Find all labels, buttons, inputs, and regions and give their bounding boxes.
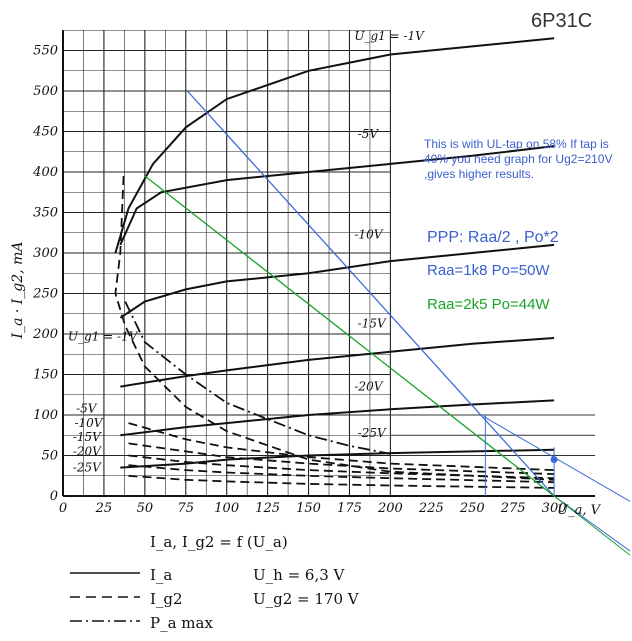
screen-curve <box>128 464 555 484</box>
plate-curve-label: -20V <box>354 380 383 394</box>
screen-curve <box>128 454 555 480</box>
y-tick-label: 150 <box>33 368 58 383</box>
screen-curve <box>128 474 555 489</box>
x-tick-label: 75 <box>178 501 195 516</box>
y-tick-label: 350 <box>33 206 58 221</box>
y-tick-label: 550 <box>33 44 58 59</box>
y-tick-label: 300 <box>33 246 58 261</box>
x-tick-label: 125 <box>255 501 280 516</box>
plate-curve-label: -25V <box>358 426 387 440</box>
screen-curve-label: -5V <box>76 402 98 416</box>
screen-curve-label: U_g1 = -1V <box>68 329 139 343</box>
y-tick-label: 500 <box>33 84 58 99</box>
legend-pamax-label: P_a max <box>150 614 213 632</box>
pa-max-curve <box>124 301 391 455</box>
screen-curve-label: -20V <box>73 445 102 459</box>
plate-curve <box>120 337 555 388</box>
y-tick-label: 450 <box>32 125 58 140</box>
y-tick-label: 50 <box>41 449 58 464</box>
y-tick-label: 100 <box>33 408 58 423</box>
x-tick-label: 25 <box>95 501 113 516</box>
y-tick-label: 0 <box>50 489 58 504</box>
curve-layer <box>114 37 555 489</box>
operating-point <box>550 456 558 464</box>
x-tick-label: 0 <box>59 501 67 516</box>
load-2k5-label: Raa=2k5 Po=44W <box>427 296 550 313</box>
legend-swatches <box>70 572 140 622</box>
ppp-note: PPP: Raa/2 , Po*2 <box>427 229 559 246</box>
x-tick-label: 200 <box>377 501 403 516</box>
plate-curve <box>119 243 555 319</box>
x-tick-label: 175 <box>337 501 362 516</box>
heater-voltage: U_h = 6,3 V <box>253 566 345 584</box>
plate-curve <box>119 145 555 246</box>
load-line-extension <box>553 495 631 552</box>
y-tick-label: 200 <box>32 327 58 342</box>
tube-title: 6P31C <box>531 10 593 32</box>
load-line-extension <box>553 495 631 556</box>
plate-curve-label: -15V <box>358 317 387 331</box>
screen-curve <box>128 442 555 475</box>
x-tick-label: 300 <box>542 501 567 516</box>
screen-curve-label: -10V <box>74 416 103 430</box>
plate-curve-label: -5V <box>358 127 380 141</box>
load-line-layer <box>144 90 631 556</box>
screen-curve <box>114 175 555 481</box>
x-tick-label: 150 <box>296 501 321 516</box>
load-1k8-label: Raa=1k8 Po=50W <box>427 262 550 279</box>
x-tick-label: 100 <box>214 501 239 516</box>
screen-curve-label: -25V <box>73 461 102 475</box>
plate-curve-label: U_g1 = -1V <box>354 29 425 43</box>
plate-curve <box>120 399 555 437</box>
y-axis-label: I_a · I_g2, mA <box>10 242 26 340</box>
screen-voltage: U_g2 = 170 V <box>253 590 359 608</box>
x-axis-label: U_a, V <box>557 503 601 518</box>
plate-curve <box>114 37 555 254</box>
plate-curve-label: -10V <box>354 227 383 241</box>
x-tick-label: 50 <box>137 501 154 516</box>
legend-caption: I_a, I_g2 = f (U_a) <box>150 533 288 551</box>
x-tick-label: 225 <box>418 501 444 516</box>
y-tick-label: 250 <box>32 287 58 302</box>
ul-tap-note: This is with UL-tap on 58% If tap is 40%… <box>424 137 613 181</box>
plate-curve <box>120 448 555 469</box>
screen-curve <box>128 422 555 471</box>
screen-curve-label: -15V <box>73 430 102 444</box>
load-line <box>186 90 555 497</box>
y-tick-label: 400 <box>32 165 58 180</box>
x-tick-label: 250 <box>459 501 485 516</box>
x-tick-label: 275 <box>500 501 526 516</box>
legend-ig2-label: I_g2 <box>150 590 183 608</box>
load-line <box>144 175 555 497</box>
legend-ia-label: I_a <box>150 566 173 584</box>
tick-label-layer: 0 25 50 75 100 125 150 175 200 225 250 275 300 0 50 100… <box>32 44 566 517</box>
